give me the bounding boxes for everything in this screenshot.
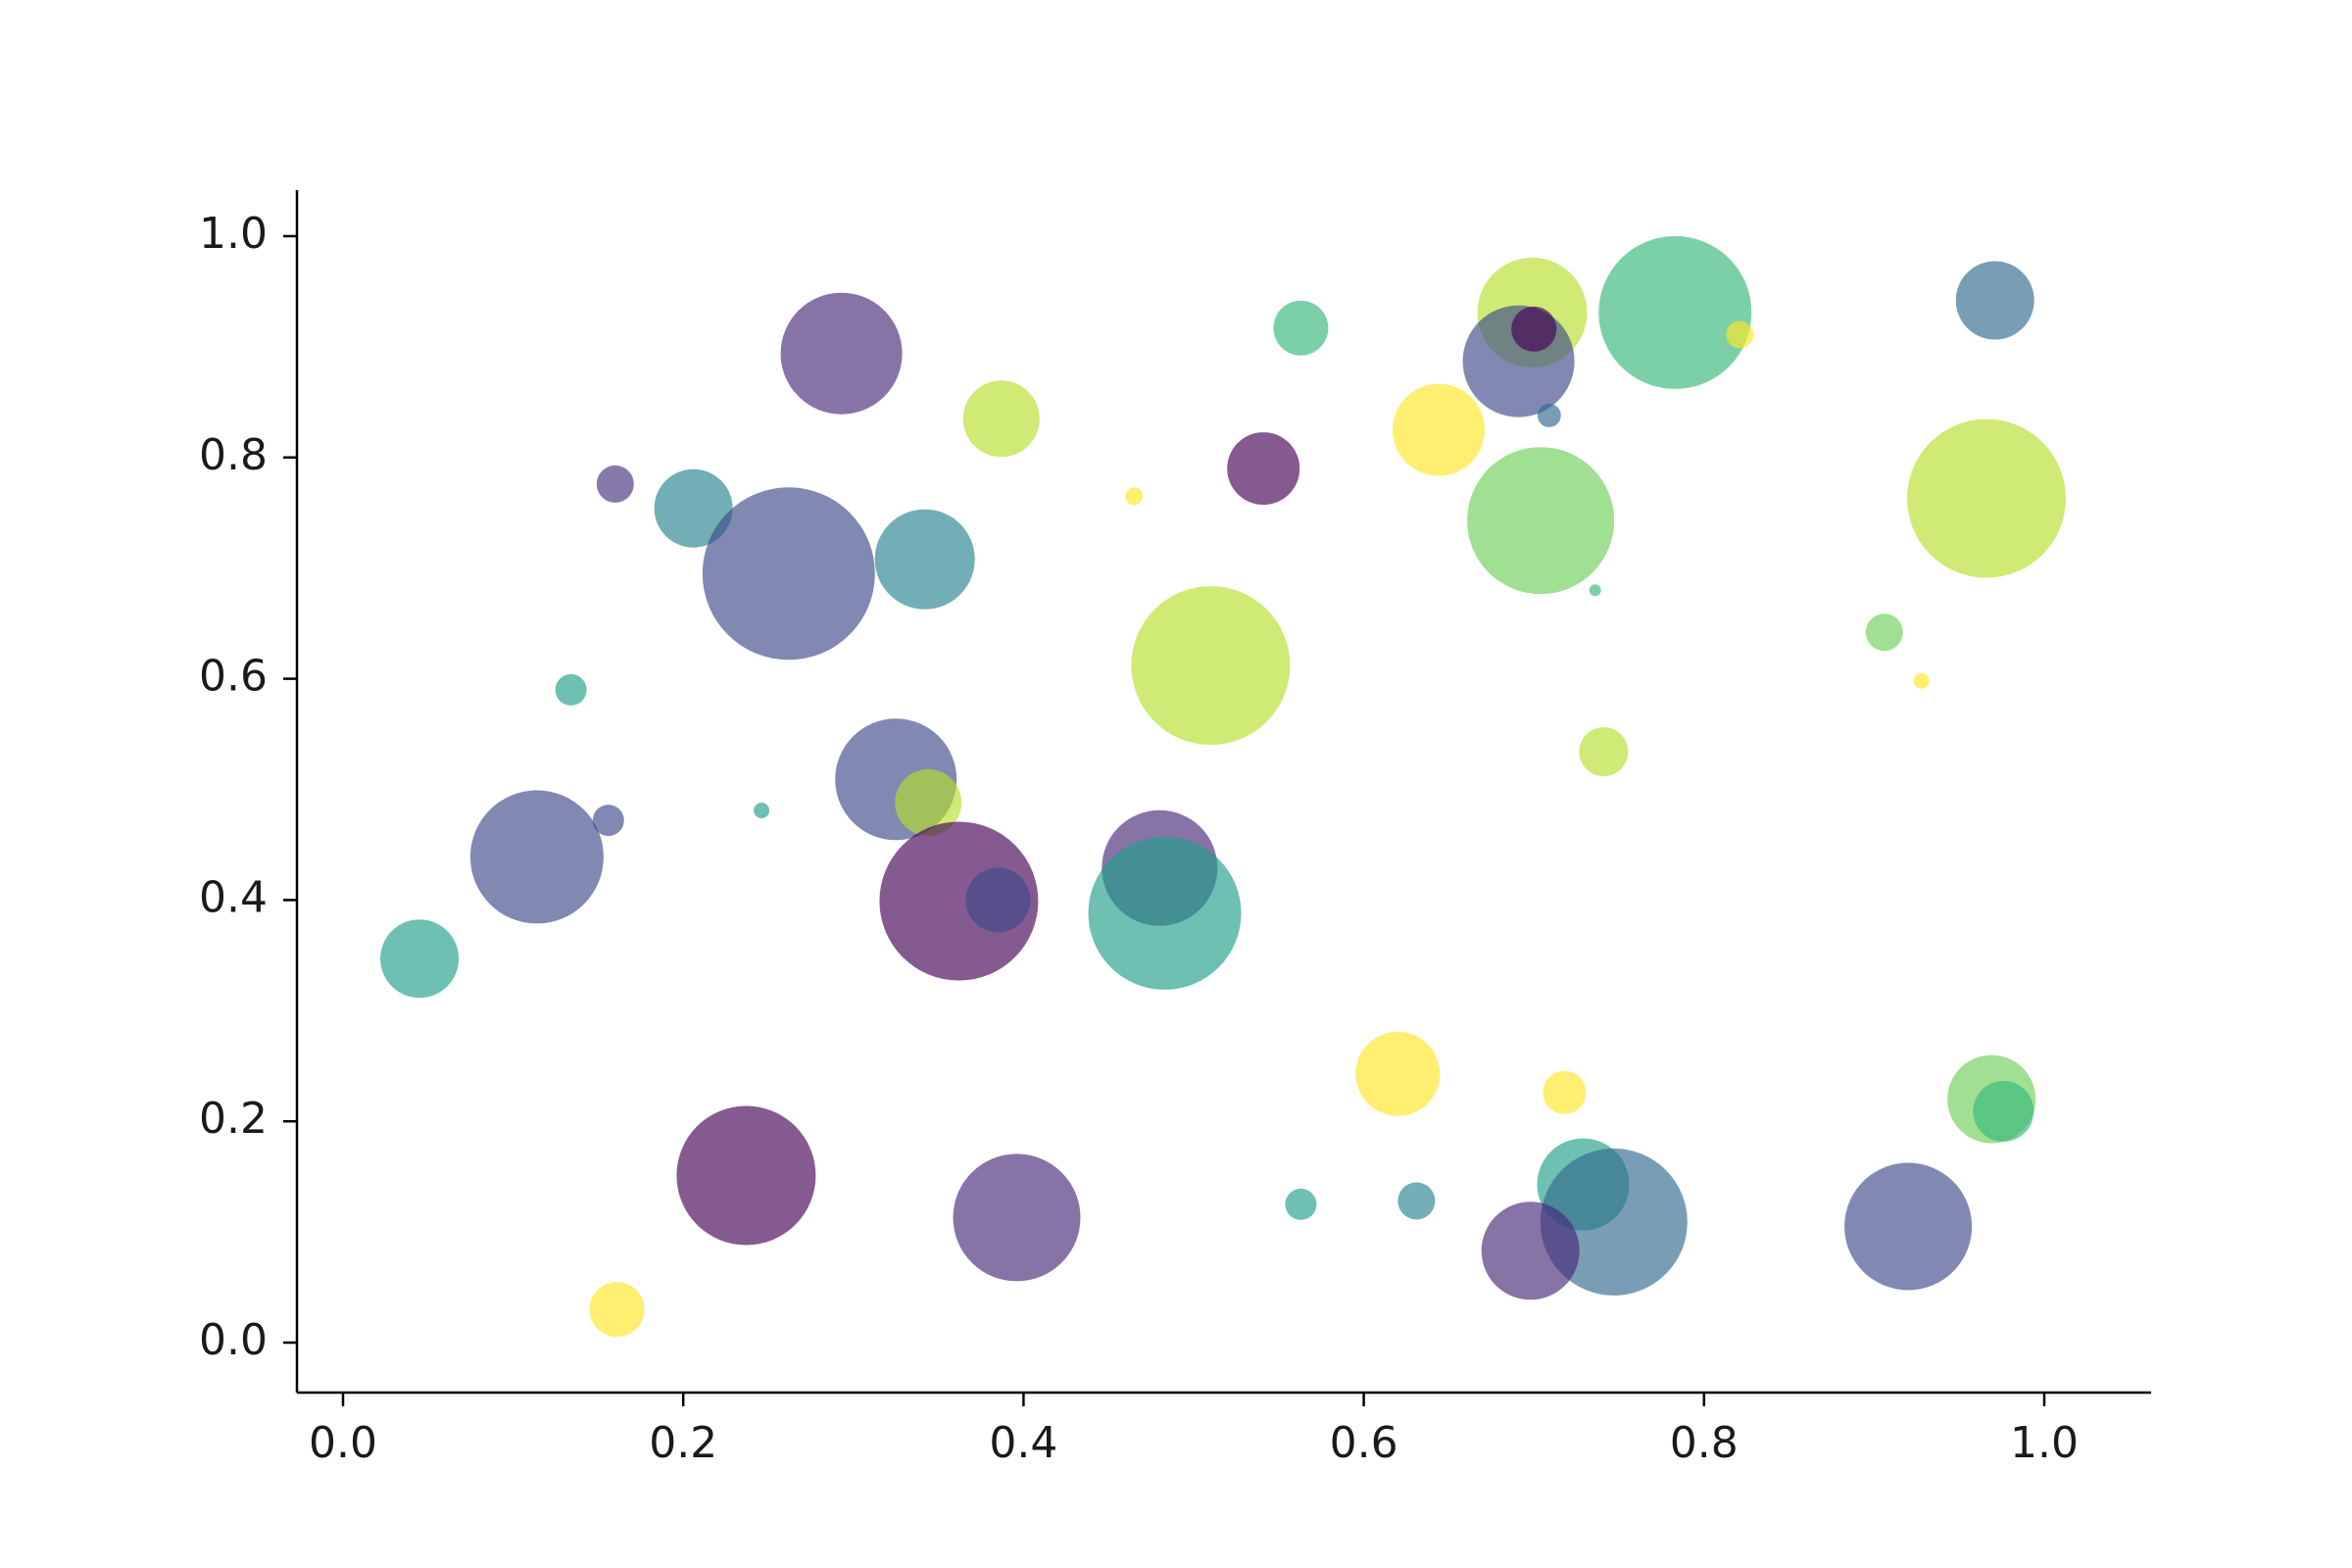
y-tick-label: 0.0 [199,1315,268,1365]
scatter-bubble [592,805,624,837]
y-tick-label: 0.8 [199,430,268,480]
scatter-bubble [1865,613,1903,652]
y-tick-label: 0.2 [199,1094,268,1144]
scatter-bubble [589,1282,645,1338]
scatter-bubble [754,803,770,818]
scatter-bubble [1125,487,1144,506]
scatter-bubble [1511,306,1557,352]
scatter-bubble [965,867,1031,933]
scatter-bubble [1973,1081,2034,1142]
scatter-bubble [1598,235,1752,389]
scatter-bubble [1914,672,1930,689]
scatter-bubble [953,1153,1081,1282]
scatter-bubble [1955,261,2034,340]
scatter-bubble [1131,586,1291,746]
scatter-bubble [1393,383,1485,476]
scatter-bubble [469,790,604,924]
scatter-bubble [1844,1162,1973,1291]
x-tick-label: 1.0 [2010,1418,2079,1468]
scatter-bubble [780,292,903,415]
scatter-bubble [1589,584,1601,597]
x-tick-label: 0.8 [1670,1418,1739,1468]
scatter-bubble [1227,432,1300,506]
scatter-bubble [874,509,975,610]
scatter-bubble [555,673,587,706]
scatter-bubble [1467,447,1615,595]
scatter-bubble [380,919,460,999]
scatter-bubble [1355,1031,1441,1116]
y-tick-label: 1.0 [199,209,268,259]
scatter-bubble [1537,403,1561,427]
x-tick-label: 0.4 [989,1418,1057,1468]
scatter-bubble [879,821,1039,981]
scatter-bubble [596,465,634,503]
scatter-bubble [702,487,875,661]
y-tick-label: 0.6 [199,652,268,702]
scatter-bubble [1579,727,1629,777]
x-tick-label: 0.2 [649,1418,717,1468]
scatter-bubble [1481,1201,1580,1300]
scatter-bubble [962,380,1040,458]
scatter-bubble [1907,418,2066,578]
x-tick-label: 0.0 [309,1418,377,1468]
scatter-bubble [1543,1070,1587,1114]
scatter-bubble [1397,1182,1436,1220]
scatter-bubble [895,769,962,836]
scatter-bubble [1088,836,1242,990]
scatter-bubble [1273,300,1329,356]
y-tick-label: 0.4 [199,872,268,922]
scatter-bubble [1726,320,1754,349]
scatter-bubble [676,1105,816,1246]
x-tick-label: 0.6 [1330,1418,1398,1468]
scatter-bubble [1285,1188,1317,1220]
scatter-bubble [654,468,733,548]
